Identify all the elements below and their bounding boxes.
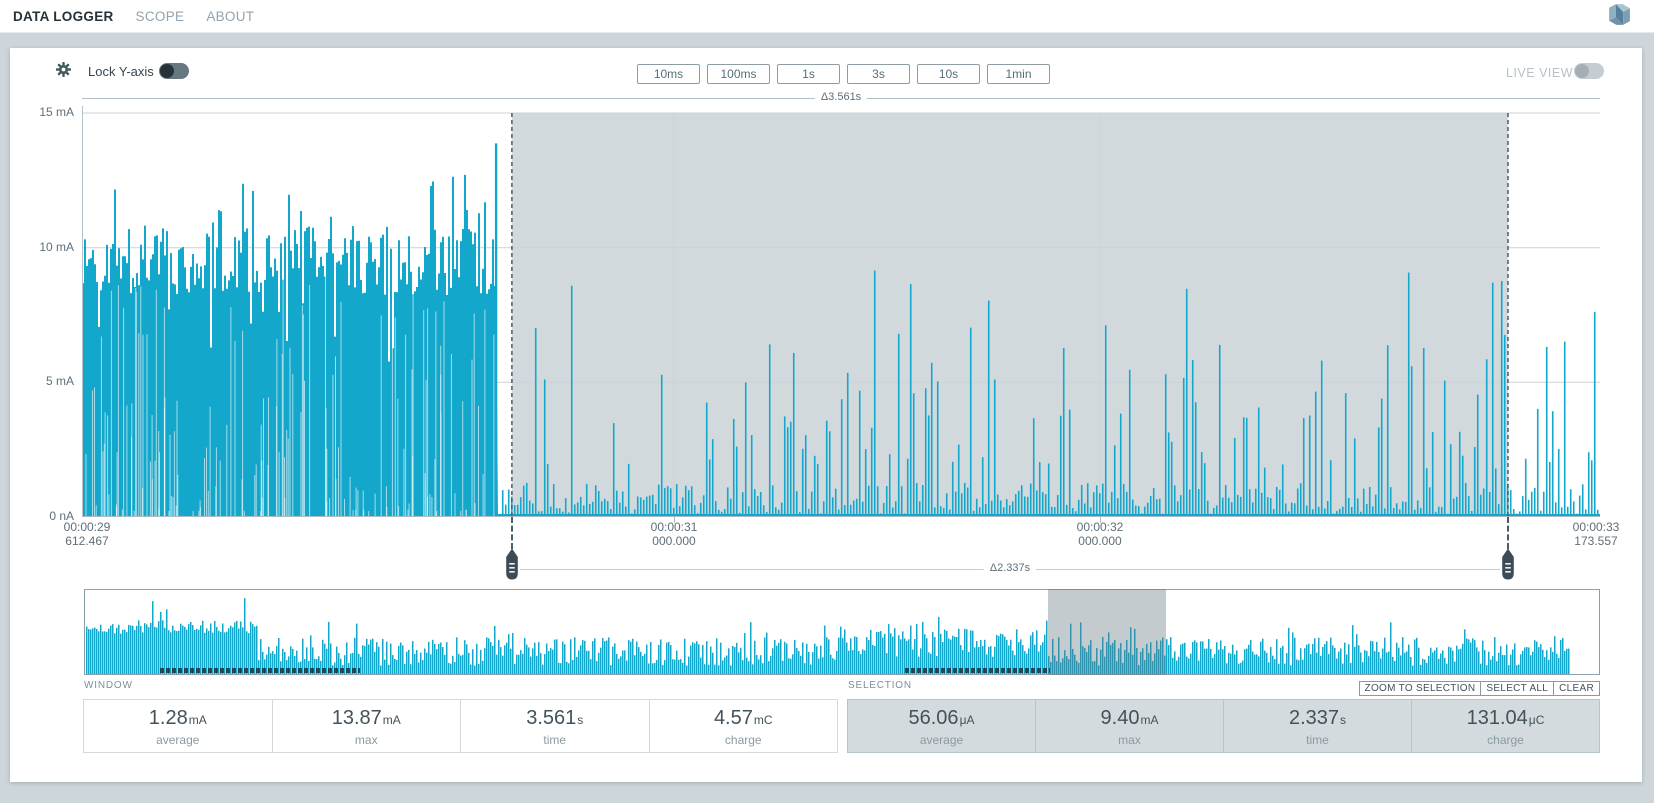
y-tick-0: 0 nA <box>49 509 74 523</box>
y-tick-5ma: 5 mA <box>45 374 74 388</box>
tab-about[interactable]: ABOUT <box>206 8 255 24</box>
y-tick-15ma: 15 mA <box>39 105 74 119</box>
window-average-cell: 1.28mA average <box>83 699 273 753</box>
top-nav-bar: DATA LOGGER SCOPE ABOUT <box>0 0 1654 33</box>
x-tick-label: 00:00:31 000.000 <box>650 520 698 548</box>
selection-stats: 56.06μA average 9.40mA max 2.337s time 1… <box>847 699 1600 753</box>
select-all-button[interactable]: SELECT ALL <box>1480 681 1555 696</box>
current-chart[interactable] <box>82 106 1600 517</box>
x-tick-mark <box>674 517 675 523</box>
live-view-toggle[interactable] <box>1574 63 1604 79</box>
selection-buttons: ZOOM TO SELECTION SELECT ALL CLEAR <box>1358 681 1600 696</box>
window-stats: 1.28mA average 13.87mA max 3.561s time 4… <box>83 699 838 753</box>
selection-delta-label: Δ2.337s <box>983 562 1037 574</box>
toggle-knob <box>1575 64 1589 78</box>
selection-left-guide <box>510 517 513 549</box>
nav: DATA LOGGER SCOPE ABOUT <box>13 0 254 32</box>
minimap-selection-window[interactable] <box>1047 589 1166 675</box>
range-3s-button[interactable]: 3s <box>847 64 910 84</box>
nordic-logo-icon <box>1609 4 1630 25</box>
clipped-label-artifact <box>160 668 360 673</box>
x-tick-label: 00:00:32 000.000 <box>1076 520 1124 548</box>
selection-left-handle[interactable] <box>505 548 519 580</box>
selection-right-guide <box>1507 517 1509 549</box>
selection-time-cell: 2.337s time <box>1223 699 1412 753</box>
selection-stats-label: SELECTION <box>848 680 912 691</box>
clear-button[interactable]: CLEAR <box>1553 681 1600 696</box>
x-tick-label: 00:00:33 173.557 <box>1572 520 1620 548</box>
window-max-cell: 13.87mA max <box>271 699 461 753</box>
window-stats-label: WINDOW <box>84 680 133 691</box>
x-tick-label: 00:00:29 612.467 <box>63 520 111 548</box>
zoom-to-selection-button[interactable]: ZOOM TO SELECTION <box>1358 681 1482 696</box>
range-10s-button[interactable]: 10s <box>917 64 980 84</box>
tab-scope[interactable]: SCOPE <box>135 8 185 24</box>
range-1min-button[interactable]: 1min <box>987 64 1050 84</box>
range-100ms-button[interactable]: 100ms <box>707 64 770 84</box>
selection-charge-cell: 131.04μC charge <box>1411 699 1600 753</box>
selection-max-cell: 9.40mA max <box>1035 699 1224 753</box>
overview-minimap[interactable] <box>84 589 1600 675</box>
window-delta-label: Δ3.561s <box>814 91 868 103</box>
range-1s-button[interactable]: 1s <box>777 64 840 84</box>
selection-right-handle[interactable] <box>1501 548 1515 580</box>
y-tick-10ma: 10 mA <box>39 240 74 254</box>
lock-y-axis-label: Lock Y-axis <box>88 64 154 79</box>
range-10ms-button[interactable]: 10ms <box>637 64 700 84</box>
toggle-knob <box>160 64 174 78</box>
x-tick-mark <box>1100 517 1101 523</box>
window-charge-cell: 4.57mC charge <box>648 699 838 753</box>
lock-y-axis-toggle[interactable] <box>159 63 189 79</box>
tab-data-logger[interactable]: DATA LOGGER <box>13 8 114 24</box>
time-range-buttons: 10ms 100ms 1s 3s 10s 1min <box>637 64 1057 84</box>
settings-gear-icon[interactable] <box>55 61 72 78</box>
live-view-label: LIVE VIEW <box>1506 66 1574 80</box>
window-time-cell: 3.561s time <box>460 699 650 753</box>
clipped-label-artifact <box>905 668 1050 673</box>
selection-average-cell: 56.06μA average <box>847 699 1036 753</box>
